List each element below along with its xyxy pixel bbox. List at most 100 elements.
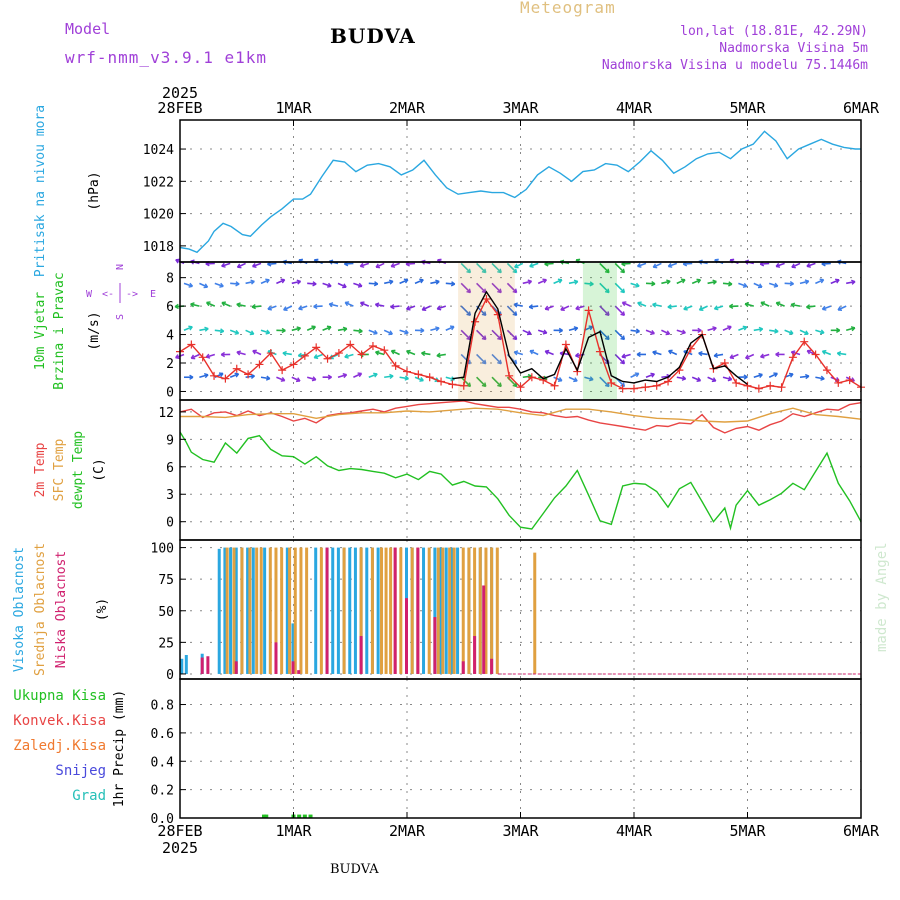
cloud-bar-srednja-oblacnost: [461, 547, 465, 674]
cloud-bar-visoka-oblacnost: [365, 547, 369, 674]
wind-arrow: [760, 262, 770, 265]
wind-arrow-head: [205, 301, 211, 307]
cloud-bar-visoka-oblacnost: [336, 547, 340, 674]
wind-speed-marker: [834, 378, 843, 387]
wind-arrow-head: [513, 350, 519, 356]
ytick-label-pressure: 1024: [143, 143, 174, 158]
footer-station: BUDVA: [330, 862, 379, 877]
wind-speed-marker: [391, 361, 400, 370]
wind-arrow: [729, 353, 739, 359]
wind-arrow-head: [481, 359, 487, 365]
wind-arrow: [614, 282, 625, 294]
wind-arrow: [476, 329, 487, 341]
wind-arrow-head: [773, 372, 778, 378]
wind-arrow: [436, 305, 447, 310]
wind-arrow-head: [175, 258, 180, 264]
wind-arrow-head: [221, 262, 226, 268]
wind-arrow: [822, 350, 832, 356]
wind-arrow: [414, 376, 424, 382]
wind-arrow: [291, 376, 301, 382]
wind-speed-marker: [822, 366, 831, 375]
wind-arrow: [406, 305, 416, 310]
xtick-label-bottom: 4MAR: [616, 822, 653, 840]
ytick-label-precip: 0.0: [151, 812, 174, 827]
wind-arrow: [753, 282, 763, 288]
wind-arrow-head: [697, 327, 702, 334]
wind-arrow-head: [435, 326, 440, 332]
ylabel-wind: Brzina i Pravac: [52, 272, 67, 389]
ytick-label-wind: 0: [166, 385, 174, 400]
cloud-bar-niska-oblacnost: [461, 661, 465, 674]
wind-arrow-head: [621, 353, 626, 359]
wind-arrow: [799, 329, 809, 335]
cloud-bar-visoka-oblacnost: [223, 547, 227, 674]
wind-arrow: [707, 376, 717, 382]
wind-arrow: [383, 329, 393, 335]
wind-arrow: [283, 305, 293, 311]
cloud-bar-srednja-oblacnost: [384, 547, 388, 674]
cloud-bar-srednja-oblacnost: [473, 547, 477, 674]
wind-arrow-head: [388, 279, 394, 285]
wind-arrow-head: [406, 305, 411, 311]
watermark-text: made by Angel: [874, 542, 890, 652]
wind-arrow: [460, 262, 471, 274]
wind-arrow: [329, 303, 339, 307]
wind-arrow-head: [435, 279, 440, 285]
cloud-bar-visoka-oblacnost: [439, 547, 443, 674]
wind-arrow: [790, 303, 801, 307]
wind-arrow-head: [374, 302, 380, 308]
wind-arrow-head: [265, 278, 270, 284]
cloud-bar-srednja-oblacnost: [427, 547, 431, 674]
compass-w: W: [86, 289, 93, 300]
wind-arrow-head: [743, 374, 748, 380]
wind-arrow: [221, 301, 231, 307]
wind-arrow: [830, 279, 840, 285]
wind-arrow: [738, 326, 748, 332]
wind-speed-marker: [437, 377, 446, 386]
wind-arrow: [621, 262, 631, 265]
wind-arrow-head: [758, 372, 763, 379]
wind-arrow-head: [683, 305, 688, 311]
wind-arrow-head: [604, 288, 610, 294]
wind-speed-marker: [312, 343, 321, 352]
wind-speed-marker: [788, 353, 797, 362]
cloud-bar-visoka-oblacnost: [229, 547, 233, 674]
wind-arrow: [713, 353, 724, 357]
ytick-label-precip: 0.4: [151, 755, 175, 770]
model-name: wrf-nmm_v3.9.1 e1km: [65, 48, 268, 67]
wind-speed-marker: [244, 370, 253, 379]
yunit-wind: (m/s): [87, 311, 102, 350]
wind-speed-marker: [232, 364, 241, 373]
wind-speed-marker: [482, 294, 491, 303]
wind-arrow-head: [742, 325, 748, 331]
series-line-dewpt-temp: [179, 431, 862, 531]
wind-arrow: [206, 301, 216, 307]
wind-arrow-head: [190, 354, 196, 360]
legend-snijeg: Snijeg: [55, 763, 106, 779]
wind-arrow: [353, 372, 362, 378]
wind-arrow: [391, 350, 400, 356]
lonlat-label: lon,lat (18.81E, 42.29N): [680, 24, 868, 39]
wind-arrow: [630, 329, 640, 333]
wind-arrow: [199, 282, 208, 288]
cloud-bar-srednja-oblacnost: [410, 547, 414, 674]
wind-arrow-head: [481, 382, 487, 388]
wind-speed-marker: [630, 384, 638, 393]
wind-arrow-head: [805, 373, 810, 380]
wind-speed-marker: [641, 383, 650, 392]
wind-speed-marker: [255, 360, 264, 369]
wind-arrow: [291, 327, 301, 332]
ytick-label-temperature: 9: [166, 433, 174, 448]
wind-arrow: [691, 376, 701, 382]
wind-speed-marker: [527, 373, 536, 382]
wind-arrow: [183, 326, 193, 332]
wind-arrow: [460, 305, 471, 316]
cloud-bar-niska-oblacnost: [405, 598, 408, 674]
wind-arrow: [568, 376, 578, 382]
wind-arrow-head: [267, 305, 272, 311]
wind-arrow-head: [298, 305, 303, 311]
wind-arrow-head: [313, 303, 318, 310]
wind-arrow: [815, 376, 825, 380]
wind-arrow-head: [344, 301, 350, 307]
wind-arrow-head: [575, 305, 580, 311]
